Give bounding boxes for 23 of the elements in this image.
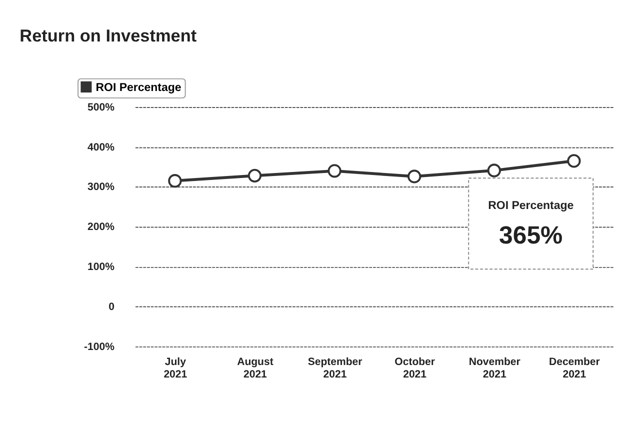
x-tick-label: August 2021 (237, 356, 274, 381)
annotation: ROI Percentage (488, 200, 574, 212)
x-tick-label: July 2021 (164, 356, 188, 381)
y-tick-label: 200% (88, 221, 116, 234)
x-tick-label: October 2021 (394, 356, 435, 381)
legend-label: ROI Percentage (96, 82, 182, 94)
x-tick-label: December 2021 (548, 356, 600, 381)
x-tick-label: September 2021 (308, 356, 362, 381)
point (248, 168, 262, 182)
annotation: 365% (499, 221, 563, 250)
y-tick-label: 300% (88, 181, 116, 194)
y-tick-label: 400% (88, 141, 116, 154)
y-tick-label: 500% (88, 101, 116, 114)
y-tick-label: 100% (88, 261, 116, 274)
point (168, 174, 182, 188)
point (408, 170, 422, 184)
chart-title: Return on Investment (20, 25, 197, 46)
x-tick-label: November 2021 (468, 356, 520, 381)
y-tick-label: 0 (108, 300, 115, 313)
point (567, 154, 581, 168)
point (328, 164, 342, 178)
point (487, 164, 501, 178)
y-tick-label: -100% (84, 340, 116, 353)
